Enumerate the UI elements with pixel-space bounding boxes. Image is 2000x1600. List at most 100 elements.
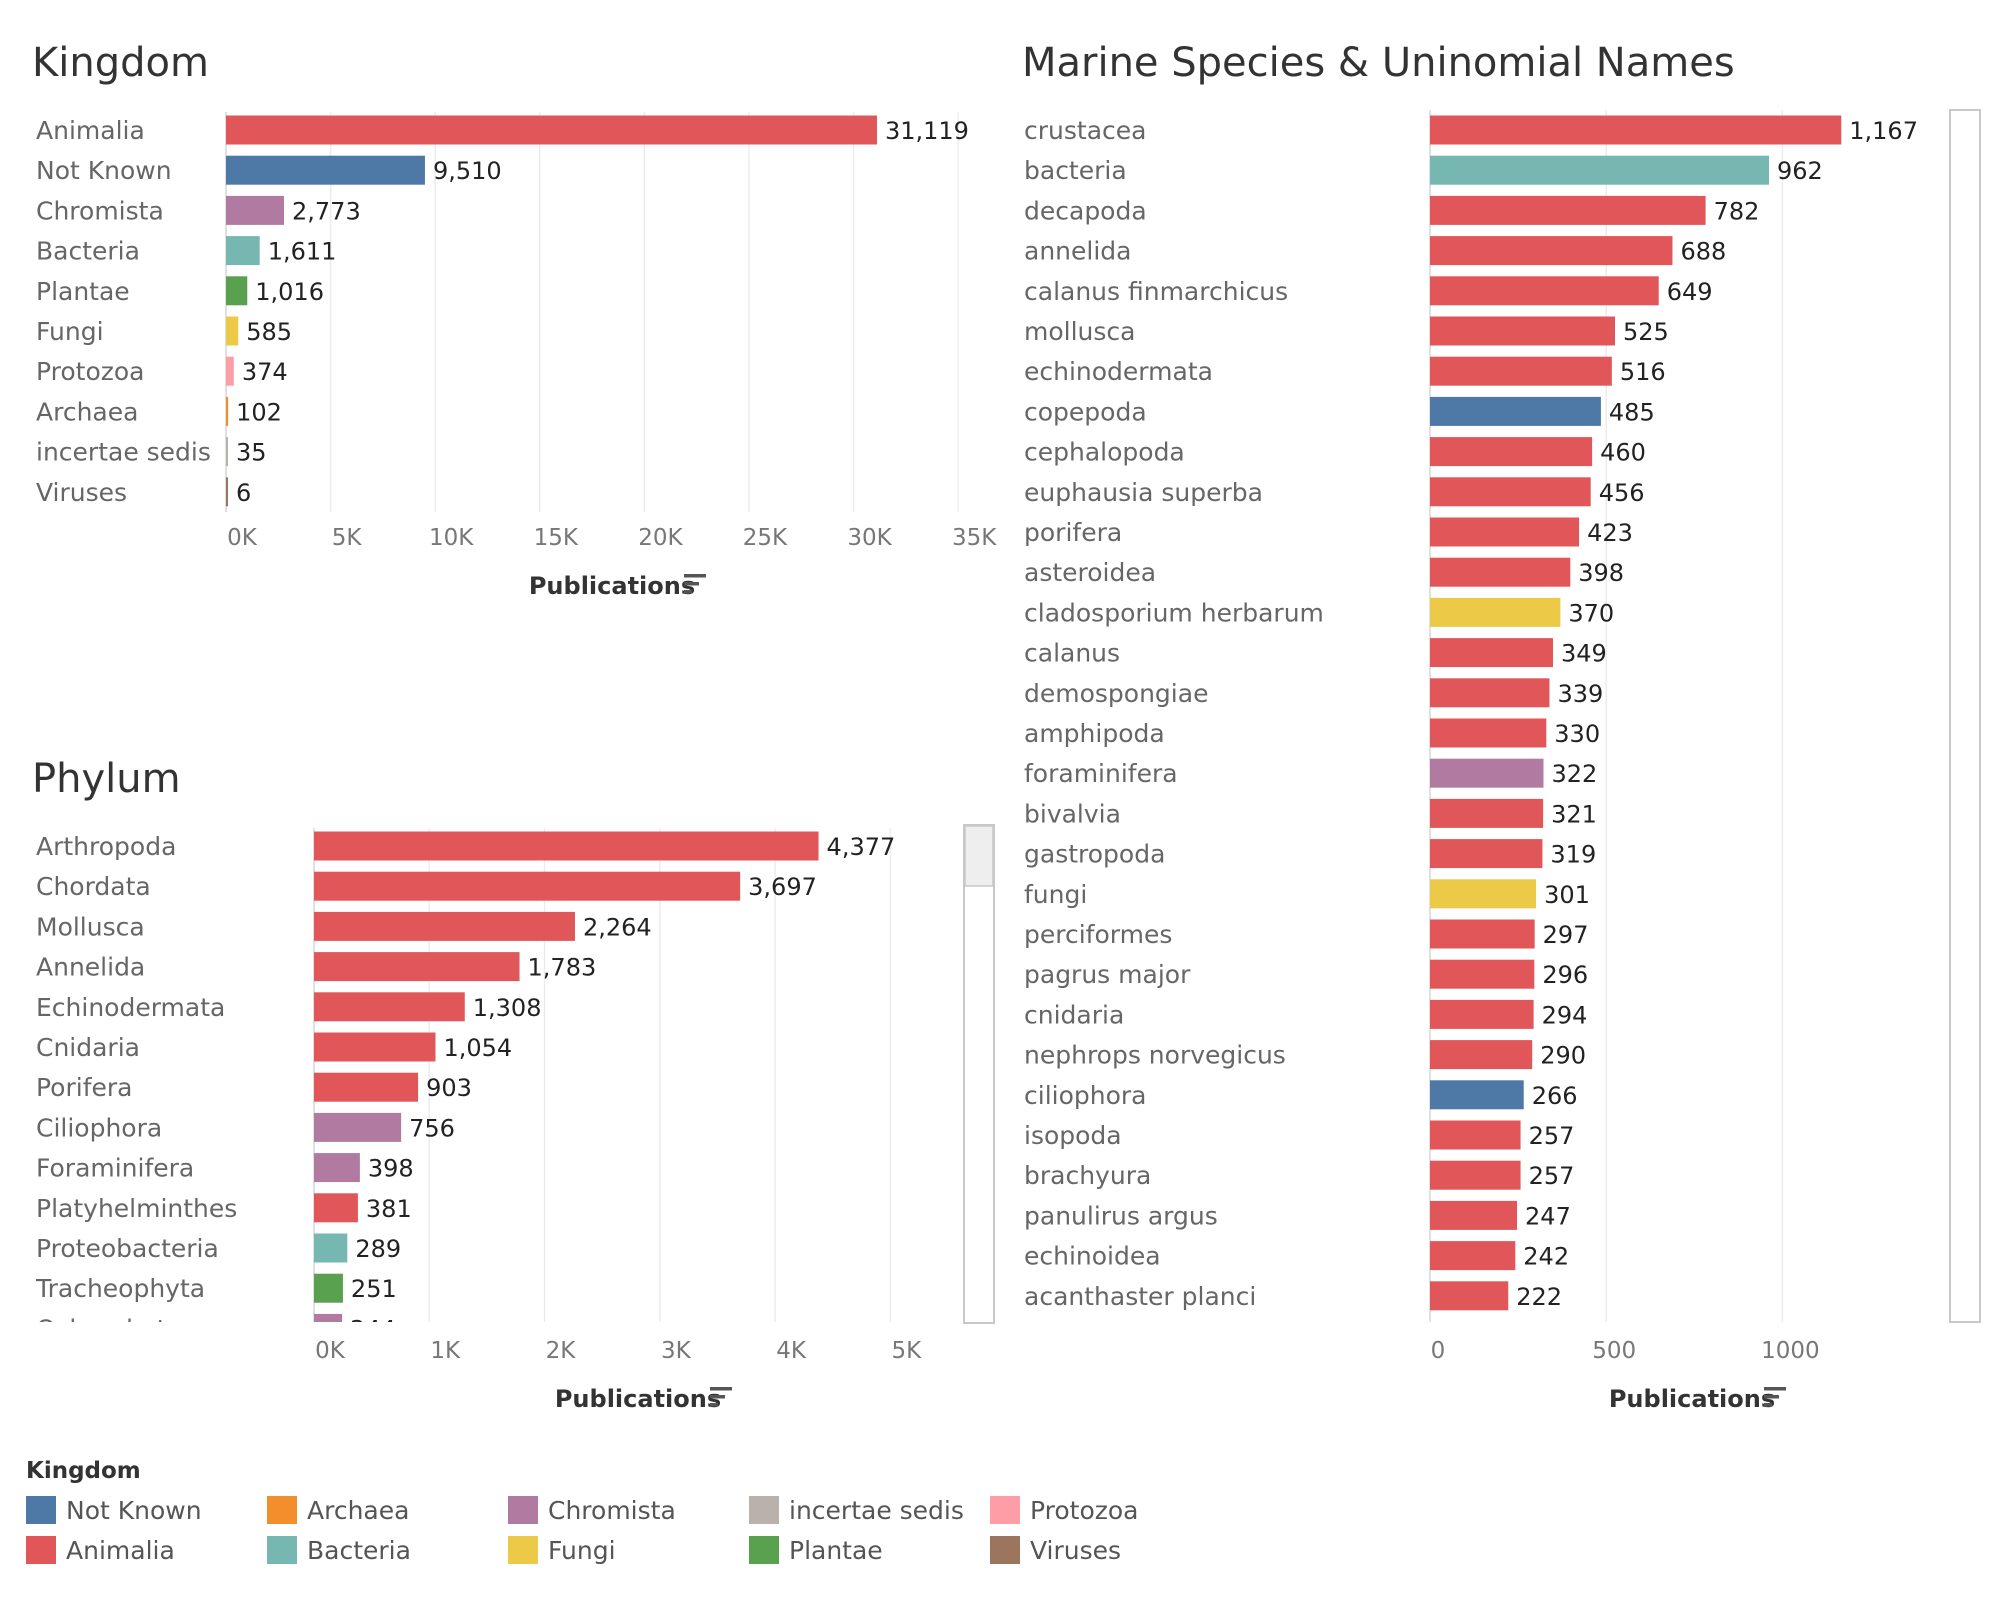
phylum-bar[interactable] xyxy=(314,1153,360,1183)
species-bar[interactable] xyxy=(1430,1281,1509,1311)
legend-item[interactable]: Animalia xyxy=(26,1530,267,1570)
species-bar[interactable] xyxy=(1430,718,1547,748)
phylum-bar[interactable] xyxy=(314,992,465,1022)
species-category-label: crustacea xyxy=(1024,116,1146,145)
species-bar[interactable] xyxy=(1430,638,1553,668)
species-bar[interactable] xyxy=(1430,758,1544,788)
species-bar[interactable] xyxy=(1430,155,1770,185)
kingdom-legend: Kingdom Not Known Animalia Archaea Bacteria… xyxy=(26,1458,1231,1570)
species-bar[interactable] xyxy=(1430,959,1535,989)
species-value-label: 294 xyxy=(1542,1001,1588,1029)
species-value-label: 485 xyxy=(1609,398,1655,426)
species-category-label: bacteria xyxy=(1024,156,1127,185)
kingdom-bar[interactable] xyxy=(226,437,228,467)
species-bar[interactable] xyxy=(1430,477,1591,507)
species-category-label: decapoda xyxy=(1024,196,1147,225)
species-category-label: annelida xyxy=(1024,237,1131,266)
kingdom-bar[interactable] xyxy=(226,236,260,266)
kingdom-bar[interactable] xyxy=(226,276,248,306)
phylum-bar[interactable] xyxy=(314,952,520,982)
phylum-bar[interactable] xyxy=(314,831,819,861)
phylum-bar[interactable] xyxy=(314,1313,343,1343)
species-bar[interactable] xyxy=(1430,597,1561,627)
legend-label: Fungi xyxy=(548,1535,616,1565)
phylum-chart-title: Phylum xyxy=(32,756,181,802)
kingdom-bar[interactable] xyxy=(226,477,228,507)
species-bar[interactable] xyxy=(1430,919,1535,949)
phylum-value-label: 251 xyxy=(351,1275,397,1303)
species-category-label: asteroidea xyxy=(1024,558,1156,587)
phylum-chart: 0K 1K 2K 3K 4K 5K Arthropoda 4,377 Chordata 3,697… xyxy=(35,824,995,1413)
species-x-axis-title: Publications xyxy=(1609,1385,1775,1413)
species-scrollbar[interactable] xyxy=(1949,109,1981,1323)
species-x-tick-label: 0 xyxy=(1431,1338,1446,1364)
phylum-category-label: Proteobacteria xyxy=(36,1234,219,1263)
legend-item[interactable]: Fungi xyxy=(508,1530,749,1570)
phylum-value-label: 756 xyxy=(409,1114,455,1142)
kingdom-bar[interactable] xyxy=(226,195,285,225)
species-bar[interactable] xyxy=(1430,396,1601,426)
legend-item[interactable]: Archaea xyxy=(267,1490,508,1530)
species-chart-title: Marine Species & Uninomial Names xyxy=(1022,40,1735,86)
species-bar[interactable] xyxy=(1430,517,1580,547)
phylum-bar[interactable] xyxy=(314,1273,343,1303)
kingdom-x-tick-label: 30K xyxy=(847,525,892,551)
phylum-scrollbar-thumb[interactable] xyxy=(964,825,994,887)
kingdom-bar[interactable] xyxy=(226,316,239,346)
species-chart: 0 500 1000 crustacea 1,167 bacteria 962 decapod… xyxy=(1024,109,1981,1413)
legend-item[interactable]: Chromista xyxy=(508,1490,749,1530)
species-bar[interactable] xyxy=(1430,798,1544,828)
kingdom-category-label: Fungi xyxy=(36,317,104,346)
species-bar[interactable] xyxy=(1430,999,1534,1029)
species-bar[interactable] xyxy=(1430,236,1673,266)
phylum-category-label: Ochrophyta xyxy=(36,1314,182,1343)
kingdom-x-tick-label: 0K xyxy=(227,525,258,551)
kingdom-bar[interactable] xyxy=(226,155,425,185)
species-bar[interactable] xyxy=(1430,1200,1518,1230)
species-bar[interactable] xyxy=(1430,879,1537,909)
phylum-bar[interactable] xyxy=(314,1233,348,1263)
species-category-label: foraminifera xyxy=(1024,759,1178,788)
kingdom-value-label: 6 xyxy=(236,479,251,507)
species-bar[interactable] xyxy=(1430,1040,1533,1070)
species-bar[interactable] xyxy=(1430,1160,1521,1190)
species-category-label: echinodermata xyxy=(1024,357,1213,386)
phylum-bar[interactable] xyxy=(314,1112,402,1142)
species-bar[interactable] xyxy=(1430,437,1593,467)
kingdom-x-tick-label: 25K xyxy=(743,525,788,551)
species-bar[interactable] xyxy=(1430,557,1571,587)
species-bar[interactable] xyxy=(1430,276,1659,306)
species-bar[interactable] xyxy=(1430,1080,1524,1110)
kingdom-bar[interactable] xyxy=(226,115,877,145)
legend-item[interactable]: Bacteria xyxy=(267,1530,508,1570)
legend-item[interactable]: Not Known xyxy=(26,1490,267,1530)
phylum-bar[interactable] xyxy=(314,1032,436,1062)
species-bar[interactable] xyxy=(1430,115,1842,145)
species-category-label: cephalopoda xyxy=(1024,438,1185,467)
species-bar[interactable] xyxy=(1430,1120,1521,1150)
kingdom-category-label: Viruses xyxy=(36,478,127,507)
legend-item[interactable]: Protozoa xyxy=(990,1490,1231,1530)
species-bar[interactable] xyxy=(1430,839,1543,869)
species-bar[interactable] xyxy=(1430,678,1550,708)
phylum-bar[interactable] xyxy=(314,1193,358,1223)
sort-descending-icon[interactable] xyxy=(1764,1387,1786,1407)
kingdom-bar[interactable] xyxy=(226,356,234,386)
phylum-bar[interactable] xyxy=(314,911,575,941)
species-value-label: 782 xyxy=(1714,197,1760,225)
kingdom-bar[interactable] xyxy=(226,396,229,426)
phylum-bar[interactable] xyxy=(314,871,741,901)
phylum-bar[interactable] xyxy=(314,1072,419,1102)
species-category-label: euphausia superba xyxy=(1024,478,1263,507)
legend-item[interactable]: incertae sedis xyxy=(749,1490,990,1530)
species-bar[interactable] xyxy=(1430,195,1706,225)
species-bar[interactable] xyxy=(1430,316,1616,346)
kingdom-value-label: 9,510 xyxy=(433,157,502,185)
species-bar[interactable] xyxy=(1430,1241,1516,1271)
legend-item[interactable]: Viruses xyxy=(990,1530,1231,1570)
species-bar[interactable] xyxy=(1430,356,1612,386)
phylum-scrollbar[interactable] xyxy=(963,824,995,1324)
sort-descending-icon[interactable] xyxy=(684,574,706,594)
legend-item[interactable]: Plantae xyxy=(749,1530,990,1570)
sort-descending-icon[interactable] xyxy=(710,1387,732,1407)
